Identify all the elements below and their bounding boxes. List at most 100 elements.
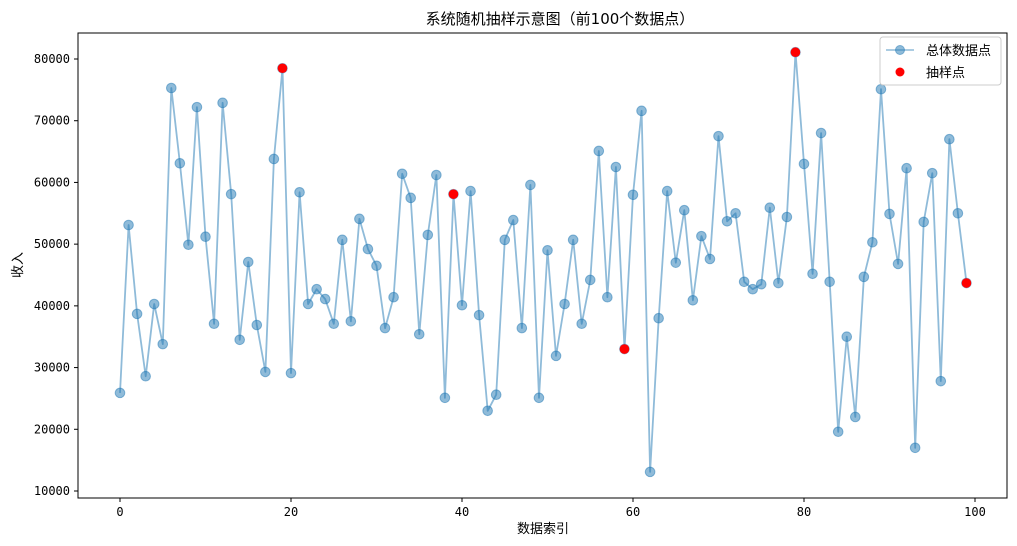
y-tick-label: 60000	[34, 175, 70, 189]
data-point	[576, 318, 588, 330]
y-axis-label: 收入	[11, 252, 26, 278]
data-point	[661, 185, 673, 197]
data-point	[456, 299, 468, 311]
data-point	[114, 387, 126, 399]
sample-point	[277, 63, 288, 74]
data-point	[354, 213, 365, 225]
data-point	[670, 257, 682, 268]
data-point	[542, 245, 553, 256]
data-point	[131, 308, 143, 320]
data-point	[242, 256, 254, 268]
x-axis: 0 20 40 60 80 100	[116, 498, 986, 519]
x-tick-label: 100	[964, 505, 986, 519]
data-point	[918, 216, 930, 228]
legend-label-sample: 抽样点	[926, 66, 965, 81]
legend-box	[879, 36, 1002, 86]
data-point	[371, 260, 382, 272]
data-point	[721, 216, 733, 227]
data-point	[550, 350, 562, 362]
data-point	[773, 277, 784, 289]
data-point	[123, 219, 134, 231]
data-point	[319, 293, 331, 305]
data-point	[148, 298, 160, 310]
data-point	[439, 392, 451, 404]
data-point	[644, 466, 656, 478]
data-point	[704, 253, 716, 265]
data-point	[431, 169, 442, 181]
y-tick-label: 30000	[34, 361, 70, 375]
data-point	[696, 230, 707, 242]
data-point	[824, 276, 835, 288]
data-point	[533, 392, 545, 404]
x-axis-label: 数据索引	[517, 522, 569, 537]
data-point	[926, 167, 938, 179]
data-point	[251, 319, 263, 331]
data-point	[567, 234, 579, 246]
data-point	[781, 211, 793, 223]
data-point	[508, 214, 519, 226]
sample-point	[619, 344, 630, 354]
data-point	[875, 83, 887, 95]
data-point	[687, 295, 699, 306]
data-point	[764, 202, 776, 214]
data-point	[388, 291, 399, 303]
data-point	[362, 243, 374, 255]
data-point	[807, 268, 818, 280]
chart-title: 系统随机抽样示意图（前100个数据点）	[426, 10, 695, 28]
data-point	[610, 161, 622, 173]
data-point	[884, 208, 895, 220]
data-point	[285, 367, 297, 379]
x-tick-label: 60	[626, 505, 640, 519]
data-point	[396, 168, 408, 180]
data-point	[208, 318, 220, 330]
x-tick-label: 0	[116, 505, 123, 519]
data-point	[747, 283, 759, 295]
data-point	[183, 239, 194, 251]
data-point	[602, 291, 613, 303]
y-tick-label: 10000	[34, 484, 70, 498]
data-point	[225, 188, 237, 200]
data-point	[337, 234, 348, 246]
data-point	[636, 105, 647, 117]
data-point	[482, 405, 493, 417]
plot-area	[77, 32, 1008, 499]
data-point	[935, 375, 947, 387]
data-point	[157, 338, 169, 350]
legend-sample-marker-icon	[895, 67, 905, 77]
data-point	[909, 442, 921, 454]
data-point	[850, 411, 861, 423]
data-point	[584, 274, 596, 286]
data-point	[952, 207, 964, 219]
data-point	[525, 179, 536, 191]
data-point	[738, 276, 750, 288]
x-tick-label: 20	[284, 505, 298, 519]
data-point	[268, 153, 280, 165]
legend-label-population: 总体数据点	[926, 44, 991, 59]
data-point	[473, 309, 485, 321]
sample-point	[961, 278, 972, 288]
data-point	[627, 189, 639, 201]
data-point	[217, 97, 228, 109]
data-point	[234, 334, 245, 346]
data-point	[679, 204, 690, 216]
data-point	[755, 278, 767, 290]
data-point	[422, 229, 434, 241]
data-point	[815, 127, 827, 139]
data-point	[499, 234, 511, 246]
data-point	[516, 322, 528, 334]
data-point	[405, 192, 417, 204]
data-point	[490, 389, 502, 401]
data-point	[730, 207, 741, 219]
data-point	[901, 162, 912, 174]
x-tick-label: 80	[797, 505, 811, 519]
population-series	[114, 46, 972, 478]
y-tick-label: 40000	[34, 299, 70, 313]
data-point	[379, 322, 391, 334]
legend: 总体数据点 抽样点	[879, 36, 1002, 86]
data-point	[867, 236, 878, 248]
x-tick-label: 40	[455, 505, 469, 519]
data-point	[593, 145, 605, 157]
y-tick-label: 80000	[34, 52, 70, 66]
data-point	[311, 283, 322, 295]
data-point	[260, 366, 271, 378]
